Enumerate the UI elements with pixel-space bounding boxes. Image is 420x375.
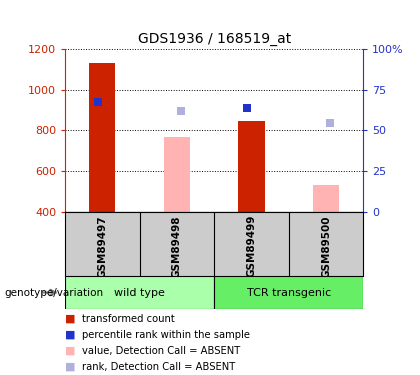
Bar xyxy=(164,138,190,212)
Text: rank, Detection Call = ABSENT: rank, Detection Call = ABSENT xyxy=(82,362,235,372)
Bar xyxy=(214,276,363,309)
Title: GDS1936 / 168519_at: GDS1936 / 168519_at xyxy=(138,32,291,46)
Text: wild type: wild type xyxy=(114,288,165,297)
Text: ■: ■ xyxy=(65,362,76,372)
Text: transformed count: transformed count xyxy=(82,314,175,324)
Text: GSM89497: GSM89497 xyxy=(97,215,108,278)
Text: percentile rank within the sample: percentile rank within the sample xyxy=(82,330,250,340)
Text: GSM89498: GSM89498 xyxy=(172,215,182,278)
Text: ■: ■ xyxy=(65,346,76,356)
Text: ■: ■ xyxy=(65,314,76,324)
Bar xyxy=(65,276,214,309)
Text: TCR transgenic: TCR transgenic xyxy=(247,288,331,297)
Bar xyxy=(89,63,116,212)
Text: value, Detection Call = ABSENT: value, Detection Call = ABSENT xyxy=(82,346,240,356)
Text: ■: ■ xyxy=(65,330,76,340)
Text: genotype/variation: genotype/variation xyxy=(4,288,103,297)
Bar xyxy=(313,185,339,212)
Text: GSM89500: GSM89500 xyxy=(321,215,331,278)
Bar xyxy=(239,121,265,212)
Text: GSM89499: GSM89499 xyxy=(247,215,257,278)
